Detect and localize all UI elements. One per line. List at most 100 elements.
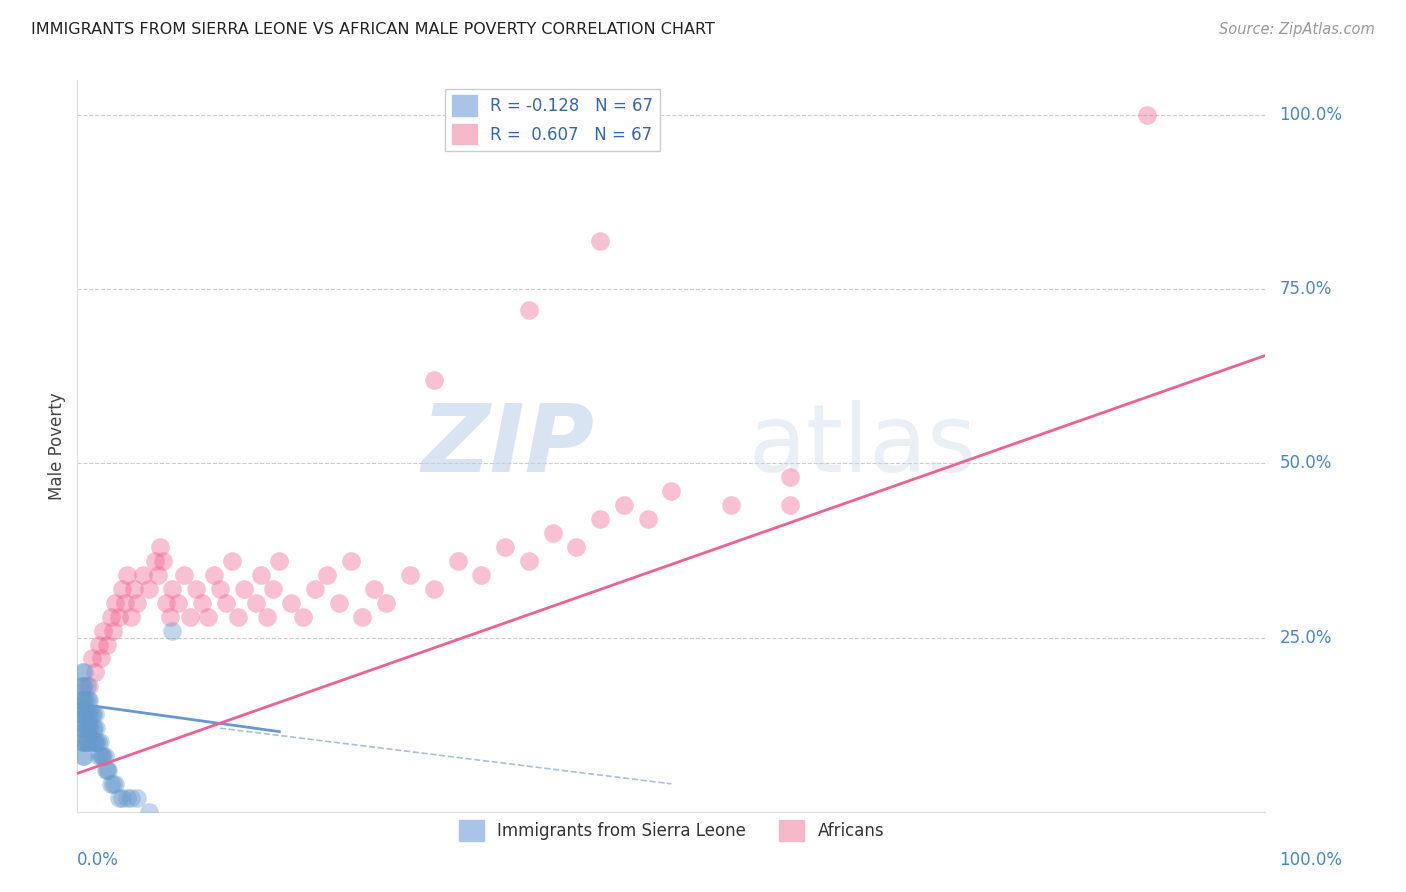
Point — [69, 707, 91, 722]
Point — [202, 567, 225, 582]
Point — [215, 596, 238, 610]
Point — [72, 735, 94, 749]
Text: Source: ZipAtlas.com: Source: ZipAtlas.com — [1219, 22, 1375, 37]
Point — [125, 790, 148, 805]
Point — [269, 554, 291, 568]
Point — [131, 567, 153, 582]
Legend: Immigrants from Sierra Leone, Africans: Immigrants from Sierra Leone, Africans — [451, 814, 891, 847]
Point — [77, 679, 100, 693]
Point — [375, 596, 398, 610]
Point — [470, 567, 492, 582]
Point — [661, 484, 683, 499]
Point — [245, 596, 267, 610]
Point — [637, 512, 659, 526]
Point — [77, 721, 100, 735]
Point — [352, 609, 374, 624]
Point — [73, 679, 96, 693]
Point — [75, 707, 97, 722]
Point — [93, 749, 115, 764]
Point — [86, 735, 108, 749]
Point — [75, 721, 97, 735]
Point — [72, 679, 94, 693]
Point — [1136, 108, 1159, 122]
Point — [101, 624, 124, 638]
Point — [87, 638, 110, 652]
Point — [84, 665, 107, 680]
Point — [70, 735, 93, 749]
Point — [589, 512, 612, 526]
Point — [108, 609, 131, 624]
Point — [565, 540, 588, 554]
Point — [72, 693, 94, 707]
Point — [167, 596, 190, 610]
Point — [143, 554, 166, 568]
Point — [280, 596, 302, 610]
Point — [100, 609, 122, 624]
Text: 100.0%: 100.0% — [1279, 851, 1343, 869]
Point — [138, 582, 160, 596]
Point — [104, 596, 127, 610]
Point — [84, 735, 107, 749]
Point — [589, 234, 612, 248]
Point — [191, 596, 214, 610]
Point — [304, 582, 326, 596]
Point — [179, 609, 201, 624]
Point — [146, 567, 169, 582]
Point — [80, 651, 103, 665]
Point — [517, 303, 540, 318]
Point — [82, 707, 104, 722]
Point — [70, 693, 93, 707]
Point — [162, 624, 184, 638]
Point — [779, 470, 801, 484]
Point — [73, 721, 96, 735]
Point — [93, 624, 115, 638]
Point — [77, 721, 100, 735]
Point — [73, 693, 96, 707]
Point — [72, 749, 94, 764]
Text: atlas: atlas — [748, 400, 977, 492]
Point — [90, 651, 112, 665]
Point — [494, 540, 516, 554]
Point — [70, 665, 93, 680]
Point — [124, 582, 146, 596]
Point — [328, 596, 350, 610]
Point — [93, 749, 115, 764]
Point — [77, 693, 100, 707]
Point — [89, 735, 111, 749]
Point — [162, 582, 184, 596]
Point — [114, 596, 136, 610]
Point — [94, 763, 117, 777]
Point — [77, 707, 100, 722]
Point — [517, 554, 540, 568]
Point — [152, 554, 174, 568]
Point — [70, 707, 93, 722]
Point — [221, 554, 243, 568]
Point — [77, 735, 100, 749]
Point — [104, 777, 127, 791]
Point — [86, 721, 108, 735]
Point — [115, 567, 138, 582]
Point — [90, 749, 112, 764]
Point — [77, 693, 100, 707]
Point — [86, 735, 108, 749]
Point — [155, 596, 177, 610]
Point — [149, 540, 172, 554]
Point — [339, 554, 361, 568]
Text: 25.0%: 25.0% — [1279, 629, 1331, 647]
Point — [91, 749, 114, 764]
Point — [292, 609, 315, 624]
Text: IMMIGRANTS FROM SIERRA LEONE VS AFRICAN MALE POVERTY CORRELATION CHART: IMMIGRANTS FROM SIERRA LEONE VS AFRICAN … — [31, 22, 714, 37]
Point — [73, 749, 96, 764]
Point — [159, 609, 181, 624]
Point — [423, 373, 446, 387]
Point — [256, 609, 278, 624]
Text: 75.0%: 75.0% — [1279, 280, 1331, 298]
Point — [100, 777, 122, 791]
Point — [115, 790, 138, 805]
Point — [779, 498, 801, 512]
Point — [79, 721, 101, 735]
Point — [70, 679, 93, 693]
Point — [82, 721, 104, 735]
Point — [720, 498, 742, 512]
Text: ZIP: ZIP — [422, 400, 595, 492]
